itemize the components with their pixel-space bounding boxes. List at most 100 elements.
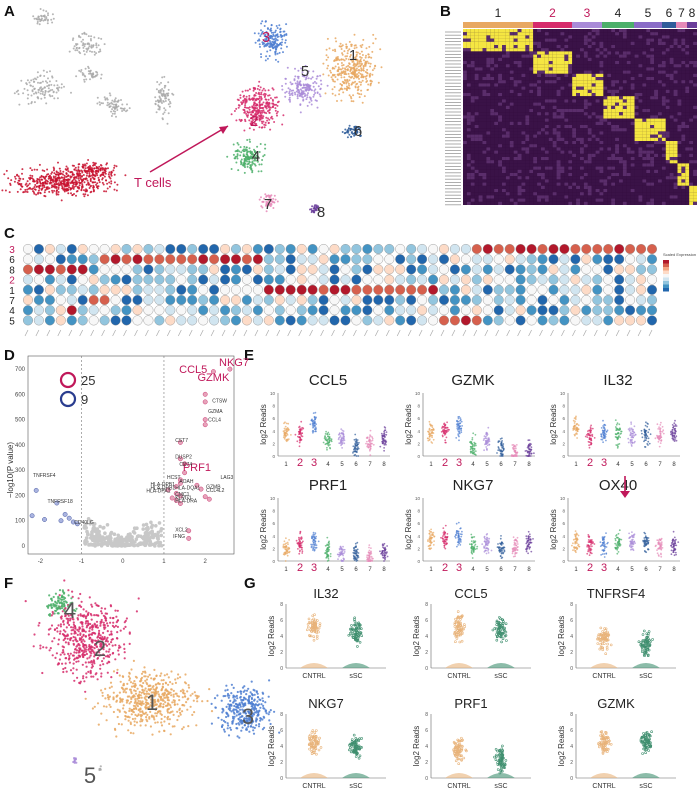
- heatmap-cell: [615, 35, 619, 39]
- heatmap-cell: [490, 166, 495, 170]
- t-cell-point: [82, 193, 85, 196]
- heatmap-cell: [513, 86, 518, 90]
- gray-cell-point: [92, 72, 95, 75]
- heatmap-cell: [490, 144, 495, 148]
- heatmap-cell: [576, 131, 580, 135]
- gray-cell-point: [60, 86, 63, 89]
- heatmap-cell: [587, 112, 592, 116]
- t-cell-point: [61, 185, 64, 188]
- heatmap-cell: [494, 131, 499, 135]
- t-cell-point: [78, 172, 80, 175]
- gray-cell-point: [157, 89, 160, 92]
- heatmap-cell: [619, 105, 623, 109]
- heatmap-cell: [541, 125, 545, 129]
- heatmap-cell: [478, 157, 483, 161]
- heatmap-cell: [580, 93, 584, 97]
- heatmap-cell: [568, 35, 573, 39]
- subcluster-point: [240, 158, 243, 161]
- gray-cell-point: [168, 105, 171, 108]
- subcluster-point: [360, 81, 363, 84]
- t-cell-point: [89, 177, 92, 180]
- heatmap-cell: [634, 141, 639, 145]
- heatmap-cell: [560, 112, 565, 116]
- heatmap-cell: [509, 96, 514, 100]
- heatmap-cell: [685, 105, 690, 109]
- heatmap-cell: [611, 54, 616, 58]
- heatmap-cell: [470, 166, 475, 170]
- heatmap-cell: [521, 35, 526, 39]
- t-cell-point: [63, 178, 65, 181]
- heatmap-cell: [502, 32, 506, 36]
- heatmap-cell: [568, 137, 573, 141]
- heatmap-cell: [482, 45, 487, 49]
- subcluster-point: [358, 69, 361, 72]
- heatmap-cell: [654, 51, 658, 55]
- heatmap-cell: [673, 131, 678, 135]
- heatmap-cell: [525, 157, 530, 161]
- subcluster-point: [244, 120, 247, 123]
- heatmap-cell: [677, 163, 682, 167]
- subcluster-point: [305, 89, 308, 92]
- heatmap-cell: [548, 99, 553, 103]
- heatmap-cell: [529, 93, 534, 97]
- heatmap-cell: [693, 137, 697, 141]
- heatmap-cell: [517, 61, 522, 65]
- gray-cell-point: [33, 17, 36, 20]
- subcluster-point: [302, 86, 305, 89]
- heatmap-cell: [595, 102, 600, 106]
- gray-cell-point: [100, 77, 102, 80]
- heatmap-cell: [548, 41, 553, 45]
- heatmap-cell: [466, 51, 471, 55]
- heatmap-cell: [689, 99, 694, 103]
- gray-cell-point: [20, 79, 23, 82]
- subcluster-point: [244, 111, 246, 113]
- heatmap-cell: [681, 121, 686, 125]
- heatmap-cell: [615, 141, 619, 145]
- heatmap-cell: [638, 121, 643, 125]
- heatmap-cell: [478, 67, 483, 71]
- heatmap-cell: [665, 48, 670, 52]
- heatmap-cell: [537, 83, 541, 87]
- heatmap-cell: [693, 89, 697, 93]
- heatmap-cell: [537, 96, 541, 100]
- gray-cell-point: [36, 76, 39, 79]
- heatmap-cell: [552, 157, 557, 161]
- heatmap-cell: [603, 29, 608, 33]
- heatmap-cell: [599, 96, 604, 100]
- heatmap-cell: [615, 128, 619, 132]
- heatmap-cell: [470, 144, 475, 148]
- t-cell-point: [85, 174, 88, 177]
- subcluster-point: [326, 37, 329, 40]
- heatmap-cell: [607, 134, 612, 138]
- subcluster-point: [325, 54, 328, 57]
- heatmap-cell: [560, 125, 565, 129]
- heatmap-cell: [572, 109, 577, 113]
- heatmap-cell: [595, 38, 600, 42]
- t-cell-point: [113, 164, 116, 167]
- heatmap-cell: [685, 77, 690, 81]
- subcluster-point: [319, 74, 322, 77]
- heatmap-cell: [463, 38, 467, 42]
- heatmap-cell: [685, 51, 690, 55]
- heatmap-cell: [626, 35, 631, 39]
- heatmap-cell: [611, 32, 616, 36]
- heatmap-cell: [544, 67, 549, 71]
- heatmap-cell: [564, 141, 569, 145]
- heatmap-cell: [576, 137, 580, 141]
- heatmap-cell: [665, 45, 670, 49]
- heatmap-cell: [626, 160, 631, 164]
- heatmap-cell: [490, 118, 495, 122]
- heatmap-cell: [572, 118, 577, 122]
- subcluster-point: [239, 146, 242, 149]
- heatmap-cell: [611, 57, 616, 61]
- heatmap-cell: [486, 54, 491, 58]
- heatmap-cell: [502, 57, 506, 61]
- heatmap-cell: [638, 54, 643, 58]
- heatmap-cell: [622, 160, 627, 164]
- heatmap-cell: [502, 125, 506, 129]
- heatmap-cell: [638, 128, 643, 132]
- subcluster-point: [314, 88, 317, 91]
- heatmap-cell: [544, 83, 549, 87]
- heatmap-cell: [498, 141, 502, 145]
- gray-cell-point: [18, 103, 21, 106]
